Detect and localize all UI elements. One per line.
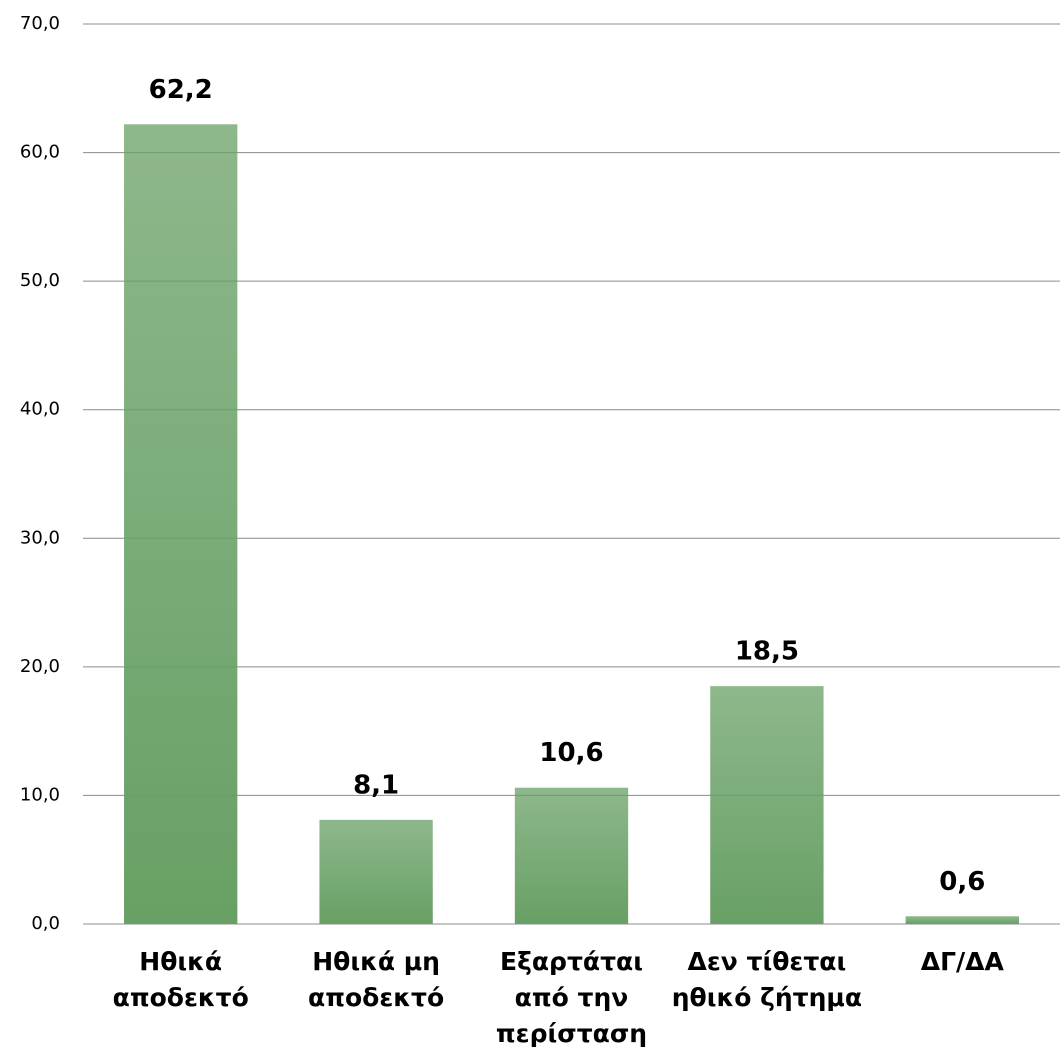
x-tick-label: ΔΓ/ΔΑ bbox=[920, 947, 1004, 976]
y-tick-label: 30,0 bbox=[20, 527, 60, 548]
value-label: 10,6 bbox=[539, 738, 603, 768]
value-label: 8,1 bbox=[353, 770, 399, 800]
bar bbox=[514, 787, 629, 924]
y-tick-label: 10,0 bbox=[20, 784, 60, 805]
x-tick-label: Ηθικά μη αποδεκτό bbox=[308, 947, 445, 1012]
bar bbox=[905, 916, 1019, 924]
y-tick-label: 60,0 bbox=[20, 142, 60, 163]
y-tick-label: 0,0 bbox=[31, 913, 60, 934]
y-tick-label: 20,0 bbox=[20, 656, 60, 677]
y-tick-label: 50,0 bbox=[20, 270, 60, 291]
bar bbox=[124, 124, 238, 925]
value-label: 0,6 bbox=[939, 867, 985, 897]
x-tick-label: Δεν τίθεται ηθικό ζήτημα bbox=[671, 947, 862, 1012]
value-label: 18,5 bbox=[735, 637, 799, 667]
value-label: 62,2 bbox=[149, 75, 213, 105]
x-tick-label: Εξαρτάται από την περίσταση bbox=[495, 947, 648, 1048]
y-tick-label: 40,0 bbox=[20, 399, 60, 420]
y-tick-label: 70,0 bbox=[20, 13, 60, 34]
bar bbox=[710, 686, 824, 924]
x-tick-label: Ηθικά αποδεκτό bbox=[112, 947, 249, 1012]
bar bbox=[319, 819, 433, 924]
